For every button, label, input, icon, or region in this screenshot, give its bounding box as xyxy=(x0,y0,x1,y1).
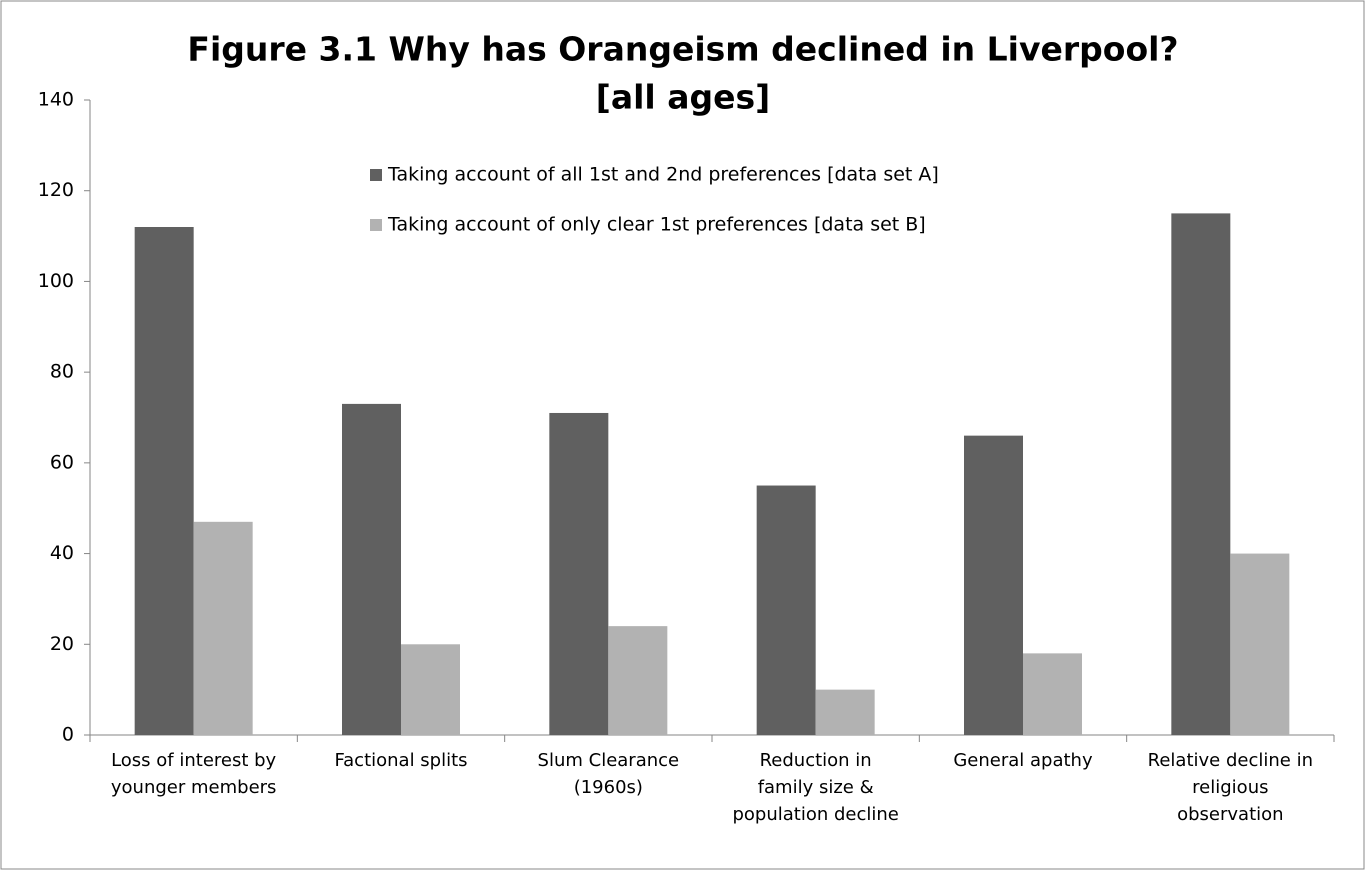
legend-swatch xyxy=(370,219,382,231)
legend-swatch xyxy=(370,169,382,181)
bar xyxy=(193,521,253,735)
x-tick-label: Relative decline in religious observatio… xyxy=(1147,750,1313,825)
bar xyxy=(134,227,194,735)
chart-title: [all ages] xyxy=(596,78,770,117)
bar xyxy=(1230,553,1290,735)
y-tick-label: 40 xyxy=(50,542,74,564)
y-tick-label: 0 xyxy=(62,724,74,746)
y-tick-label: 100 xyxy=(38,270,74,292)
x-tick-label: Loss of interest by younger members xyxy=(110,750,277,798)
y-tick-label: 140 xyxy=(38,89,74,111)
y-tick-label: 60 xyxy=(50,451,74,473)
bar xyxy=(401,644,460,735)
bar xyxy=(1171,213,1231,736)
y-tick-label: 20 xyxy=(50,633,74,655)
bar xyxy=(756,485,816,735)
y-tick-label: 120 xyxy=(38,179,74,201)
x-tick-label: Reduction in family size & population de… xyxy=(732,750,899,825)
bar xyxy=(1023,653,1082,735)
chart-title: Figure 3.1 Why has Orangeism declined in… xyxy=(187,30,1178,69)
bar xyxy=(342,403,401,735)
y-tick-label: 80 xyxy=(50,361,74,383)
legend-label: Taking account of all 1st and 2nd prefer… xyxy=(387,164,939,186)
x-tick-label: Factional splits xyxy=(334,750,468,771)
bar xyxy=(608,626,668,735)
bar xyxy=(549,412,609,735)
legend-label: Taking account of only clear 1st prefere… xyxy=(387,214,926,236)
x-tick-label: Slum Clearance (1960s) xyxy=(537,750,680,798)
bar xyxy=(964,435,1023,735)
x-tick-label: General apathy xyxy=(953,750,1093,771)
bar xyxy=(815,689,875,735)
